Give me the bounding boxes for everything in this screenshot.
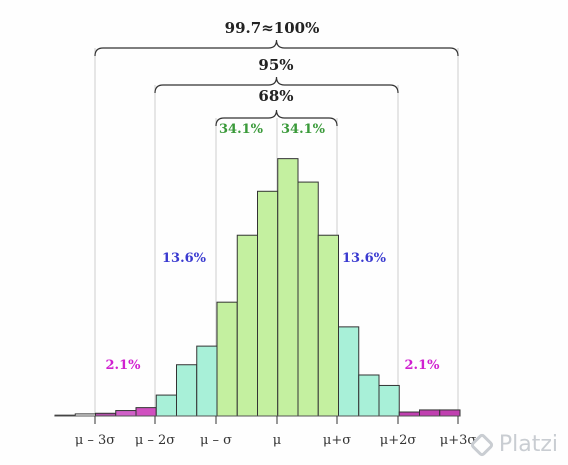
watermark-text: Platzi: [498, 432, 558, 457]
right-3sigma-pct: 2.1%: [405, 358, 441, 373]
histogram-bar-3: [115, 410, 137, 417]
histogram-bar-9: [236, 234, 258, 417]
histogram-bar-6: [176, 364, 198, 417]
x-tick-label-1: μ – 2σ: [135, 433, 175, 448]
brace-2sigma-label: 95%: [258, 56, 293, 74]
braces: [94, 39, 459, 127]
histogram-bar-12: [297, 181, 319, 417]
histogram-bar-19: [439, 409, 461, 417]
left-2sigma-pct: 13.6%: [162, 251, 207, 266]
histogram-bar-8: [216, 301, 238, 417]
brace-3sigma-label: 99.7≈100%: [225, 19, 320, 37]
histogram-bar-14: [338, 326, 360, 417]
brace-1sigma: [215, 109, 338, 127]
histogram-bar-7: [196, 345, 218, 417]
x-tick-label-2: μ – σ: [200, 433, 232, 448]
x-tick-label-4: μ+σ: [323, 433, 351, 448]
right-2sigma-pct: 13.6%: [342, 251, 387, 266]
brace-2sigma: [154, 76, 399, 94]
histogram-bar-13: [317, 234, 339, 417]
x-tick-label-6: μ+3σ: [440, 433, 477, 448]
platzi-watermark: Platzi: [469, 431, 558, 458]
histogram-bar-16: [378, 384, 400, 417]
x-axis-ticks: μ – 3σ μ – 2σ μ – σ μ μ+σ μ+2σ μ+3σ: [75, 416, 477, 448]
x-tick-label-3: μ: [273, 433, 281, 448]
histogram-bar-5: [155, 394, 177, 417]
histogram-bar-4: [135, 407, 157, 417]
brace-1sigma-label: 68%: [258, 87, 293, 105]
left-3sigma-pct: 2.1%: [106, 358, 142, 373]
right-1sigma-pct: 34.1%: [281, 122, 326, 137]
x-tick-label-0: μ – 3σ: [75, 433, 115, 448]
platzi-logo-icon: [469, 431, 495, 458]
histogram-bar-11: [277, 158, 299, 417]
x-tick-label-5: μ+2σ: [380, 433, 417, 448]
histogram-bar-15: [358, 374, 380, 417]
histogram-bar-18: [419, 409, 441, 417]
histogram-bar-10: [257, 190, 279, 417]
brace-3sigma: [94, 39, 459, 57]
histogram-bar-17: [398, 411, 420, 417]
histogram-bars: [54, 158, 461, 417]
left-1sigma-pct: 34.1%: [219, 122, 264, 137]
